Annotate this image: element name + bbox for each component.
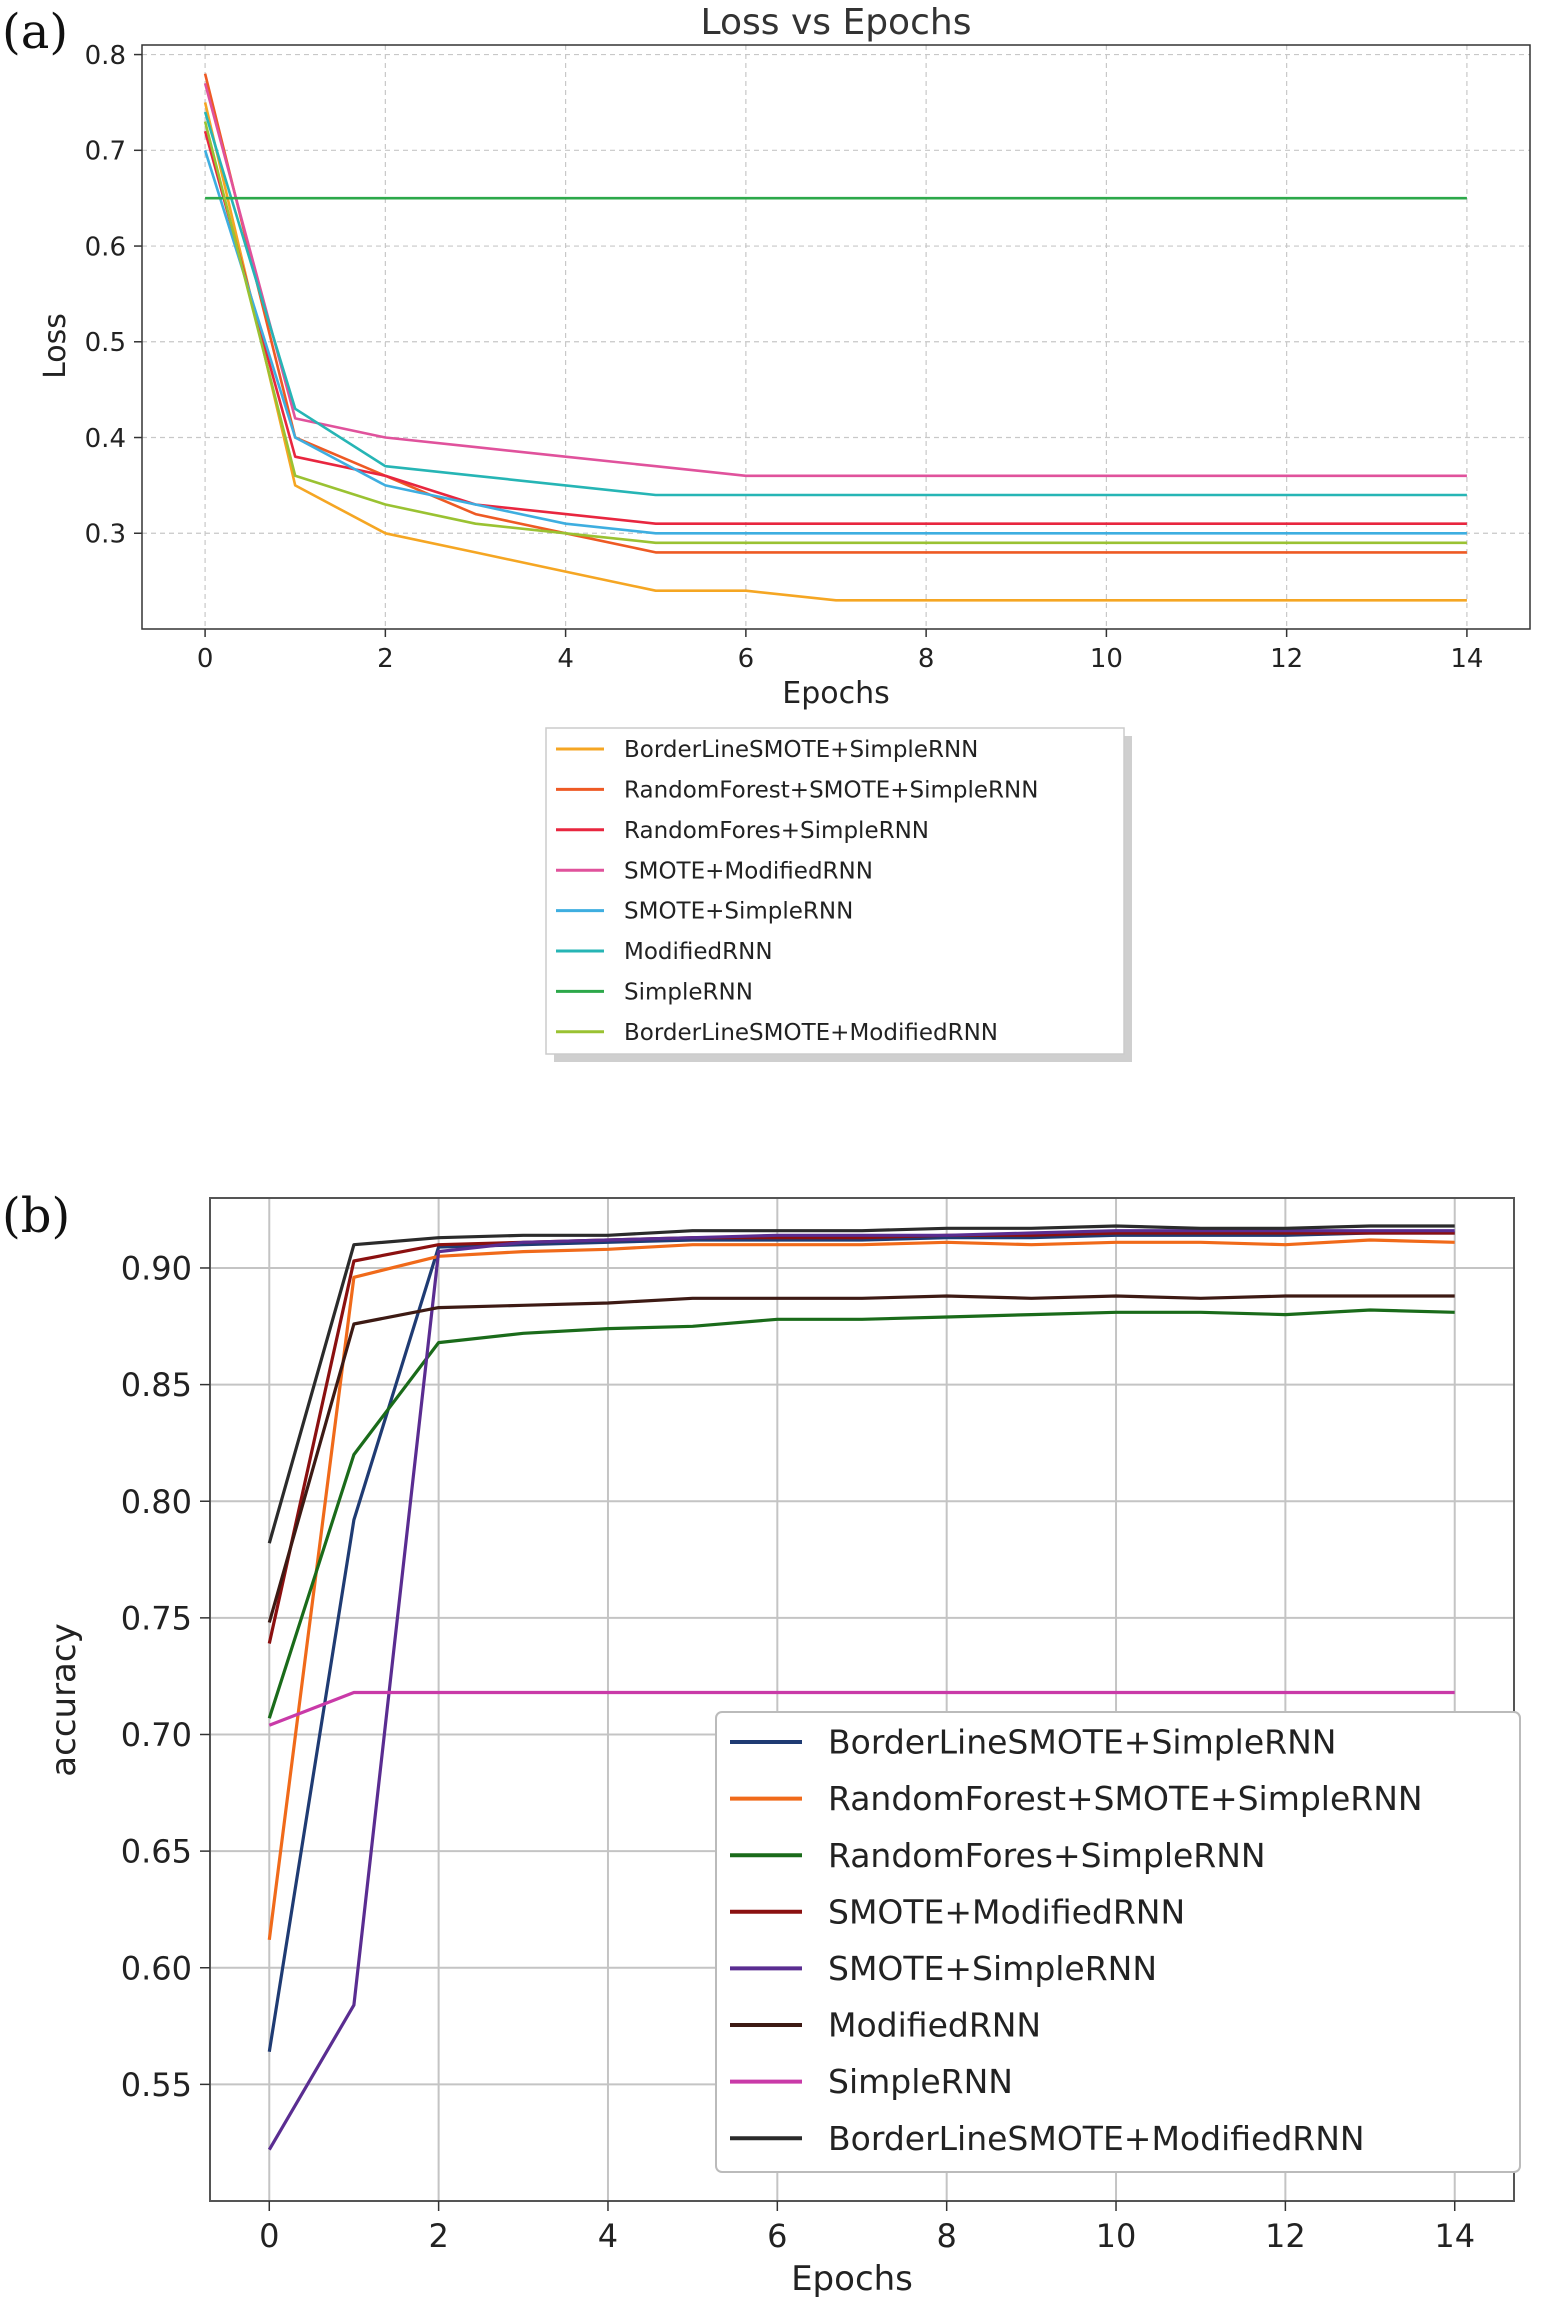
legend-label: SMOTE+ModifiedRNN: [828, 1892, 1185, 1931]
ticks-b: 0 2 4 6 8 10 12 14 0.55 0.60 0.65 0.70 0.75 0.80 0.85 0…: [121, 1249, 1475, 2255]
legend-label: SimpleRNN: [828, 2062, 1013, 2101]
ticks-a: 0 2 4 6 8 10 12 14 0.3 0.4 0.5 0.6 0.7 0.8: [85, 41, 1484, 674]
x-tick-label: 12: [1270, 644, 1303, 674]
series-line-simplernn: [268, 1690, 1455, 1727]
x-tick-label: 2: [428, 2217, 448, 2255]
y-tick-label: 0.5: [85, 328, 126, 358]
series-line-modifiedrnn: [267, 1294, 1455, 1623]
legend-label: BorderLineSMOTE+SimpleRNN: [624, 737, 978, 763]
series-line-randomforest-smote-simplernn: [267, 1238, 1455, 1941]
legend-a: BorderLineSMOTE+SimpleRNN RandomForest+SM…: [545, 727, 1132, 1062]
legend-box-a: [545, 727, 1125, 1055]
y-tick-label: 0.8: [85, 41, 126, 71]
x-tick-label: 4: [598, 2217, 618, 2255]
series-line-randomfores-simplernn: [203, 130, 1467, 526]
y-tick-label: 0.60: [121, 1949, 192, 1987]
x-tick-label: 8: [918, 644, 935, 674]
x-tick-label: 12: [1265, 2217, 1306, 2255]
plot-frame-a: [141, 44, 1531, 630]
series-line-borderlinesmote-modifiedrnn: [267, 1224, 1455, 1544]
legend-label: SimpleRNN: [624, 979, 753, 1005]
x-tick-label: 0: [197, 644, 214, 674]
x-tick-label: 0: [259, 2217, 279, 2255]
y-tick-label: 0.7: [85, 137, 126, 167]
series-line-smote-simplernn: [203, 149, 1467, 535]
series-line-randomforest-smote-simplernn: [203, 73, 1467, 554]
y-tick-label: 0.65: [121, 1833, 192, 1871]
series-line-modifiedrnn: [203, 111, 1467, 497]
series-line-borderlinesmote-simplernn: [203, 102, 1467, 602]
x-axis-label-b: Epochs: [791, 2259, 913, 2299]
series-line-smote-modifiedrnn: [267, 1231, 1455, 1644]
x-tick-label: 6: [738, 644, 755, 674]
y-tick-label: 0.75: [121, 1599, 192, 1637]
x-tick-label: 8: [936, 2217, 956, 2255]
panel-label-b: (b): [2, 1188, 70, 1244]
series-line-borderlinesmote-simplernn: [267, 1231, 1455, 2052]
x-tick-label: 10: [1090, 644, 1123, 674]
x-axis-label-a: Epochs: [782, 676, 890, 711]
series-lines-b: [267, 1224, 1455, 2151]
chart-title-a: Loss vs Epochs: [701, 2, 972, 43]
plot-frame-b: [209, 1197, 1515, 2202]
series-line-smote-simplernn: [267, 1229, 1455, 2151]
panel-label-a: (a): [2, 4, 68, 60]
legend-label: RandomFores+SimpleRNN: [828, 1836, 1266, 1875]
legend-label: ModifiedRNN: [624, 939, 773, 965]
series-line-smote-modifiedrnn: [203, 82, 1467, 478]
accuracy-chart: (b) 0 2 4 6 8 10 12 140.550.600.650.700.750.800…: [2, 1188, 1521, 2299]
legend-label: BorderLineSMOTE+ModifiedRNN: [828, 2119, 1365, 2158]
series-lines-a: [203, 73, 1467, 602]
loss-chart: (a) Loss vs Epochs 0 2 4 6 8 10 12 140.30.40.50…: [2, 2, 1531, 1062]
legend-label: SMOTE+SimpleRNN: [828, 1949, 1157, 1988]
series-line-randomfores-simplernn: [267, 1308, 1455, 1719]
legend-label: SMOTE+SimpleRNN: [624, 899, 853, 925]
y-tick-label: 0.6: [85, 232, 126, 262]
x-tick-label: 4: [557, 644, 574, 674]
y-axis-label-b: accuracy: [44, 1623, 84, 1776]
y-tick-label: 0.70: [121, 1716, 192, 1754]
legend-label: RandomFores+SimpleRNN: [624, 818, 929, 844]
y-tick-label: 0.3: [85, 520, 126, 550]
legend-box-b: [715, 1711, 1521, 2173]
y-tick-label: 0.55: [121, 2066, 192, 2104]
y-axis-label-a: Loss: [38, 313, 73, 379]
legend-label: BorderLineSMOTE+ModifiedRNN: [624, 1020, 998, 1046]
y-tick-label: 0.80: [121, 1483, 192, 1521]
legend-label: ModifiedRNN: [828, 2006, 1041, 2045]
x-tick-label: 10: [1096, 2217, 1137, 2255]
series-line-borderlinesmote-modifiedrnn: [203, 121, 1467, 545]
y-tick-label: 0.90: [121, 1249, 192, 1287]
y-tick-label: 0.85: [121, 1366, 192, 1404]
y-tick-label: 0.4: [85, 424, 126, 454]
legend-label: BorderLineSMOTE+SimpleRNN: [828, 1723, 1336, 1762]
legend-label: RandomForest+SMOTE+SimpleRNN: [828, 1779, 1423, 1818]
grid-a: [142, 45, 1530, 629]
x-tick-label: 6: [767, 2217, 787, 2255]
x-tick-label: 14: [1434, 2217, 1475, 2255]
legend-label: SMOTE+ModifiedRNN: [624, 858, 873, 884]
legend-label: RandomForest+SMOTE+SimpleRNN: [624, 777, 1038, 803]
legend-b: BorderLineSMOTE+SimpleRNN RandomForest+SM…: [715, 1711, 1521, 2173]
x-tick-label: 2: [377, 644, 394, 674]
x-tick-label: 14: [1450, 644, 1483, 674]
